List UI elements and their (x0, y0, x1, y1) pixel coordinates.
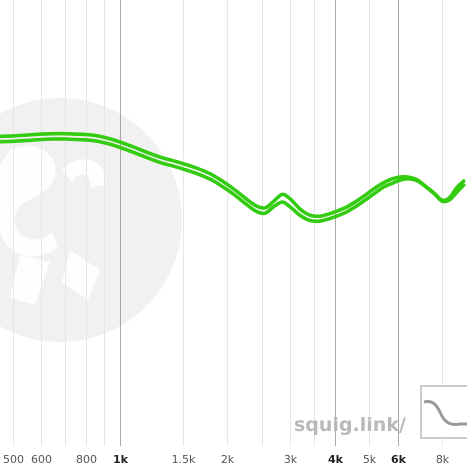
x-tick-label: 600 (31, 453, 52, 466)
x-tick-label: 4k (328, 453, 344, 466)
x-tick-label: 6k (391, 453, 407, 466)
x-tick-label: 8k (436, 453, 450, 466)
x-tick-labels: 500 600 800 1k 1.5k 2k 3k 4k 5k 6k 8k (3, 453, 450, 466)
x-tick-label: 800 (76, 453, 97, 466)
target-curve-icon (420, 385, 467, 439)
x-tick-label: 2k (221, 453, 235, 466)
x-grid-lines (13, 0, 443, 446)
watermark-text: squig.link/ (294, 414, 406, 436)
fr-series-layer (0, 131, 466, 224)
x-tick-label: 1.5k (172, 453, 196, 466)
x-tick-label: 3k (284, 453, 298, 466)
x-tick-label: 5k (363, 453, 377, 466)
x-tick-label: 1k (113, 453, 129, 466)
fr-series-line (0, 131, 466, 219)
fr-series-line (0, 137, 466, 224)
x-tick-label: 500 (3, 453, 24, 466)
squig-logo-icon (0, 98, 182, 342)
